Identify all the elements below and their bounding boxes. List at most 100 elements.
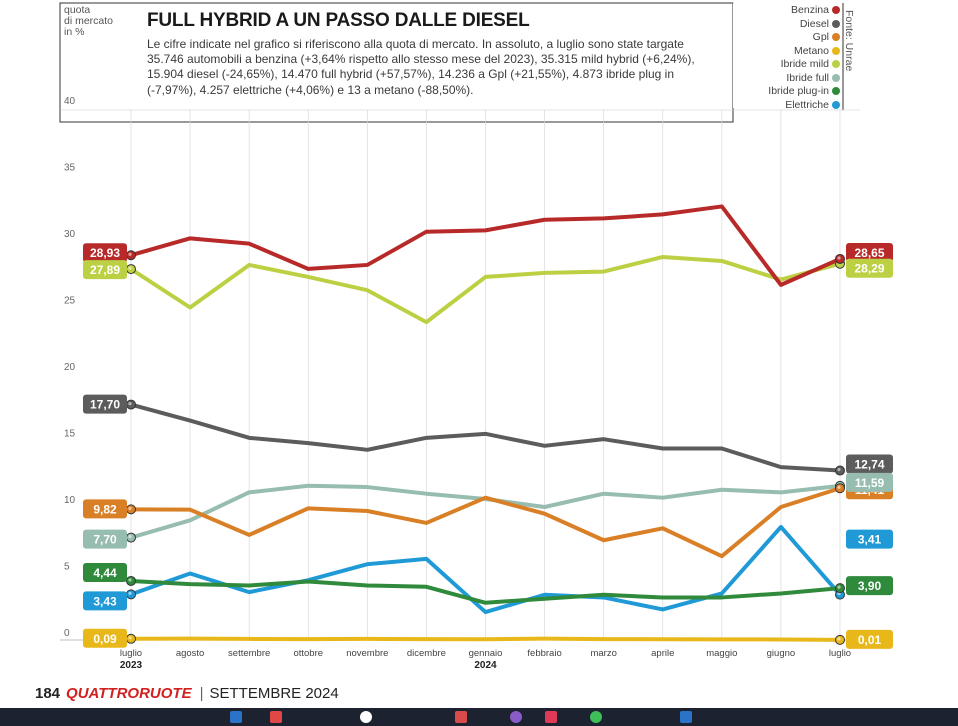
endpoint-highlight	[128, 266, 132, 270]
app-icon[interactable]	[590, 711, 602, 723]
value-label-end-metano: 0,01	[858, 633, 882, 647]
legend-swatch	[832, 46, 840, 55]
app-icon[interactable]	[270, 711, 282, 723]
chart-subtitle: Le cifre indicate nel grafico si riferis…	[147, 37, 695, 97]
chart-title: FULL HYBRID A UN PASSO DALLE DIESEL	[147, 10, 530, 31]
legend-item-metano: Metano	[768, 45, 840, 59]
page-footer: 184 QUATTRORUOTE | SETTEMBRE 2024	[35, 685, 339, 702]
value-label-box-end	[846, 242, 893, 262]
value-label-box-end	[846, 454, 893, 474]
y-tick-label: 20	[64, 362, 76, 373]
value-label-box-start	[83, 628, 127, 648]
taskbar	[0, 708, 958, 726]
app-icon[interactable]	[230, 711, 242, 723]
legend-swatch	[832, 87, 840, 95]
value-label-start-elettriche: 3,43	[93, 594, 117, 608]
y-tick-label: 30	[64, 229, 76, 240]
endpoint-highlight	[128, 636, 132, 640]
source-note: Fonte: Unrae	[843, 10, 855, 72]
value-label-box-start	[83, 394, 127, 414]
legend-panel	[733, 3, 843, 108]
endpoint-highlight	[837, 637, 841, 641]
value-label-box-start	[83, 562, 127, 582]
app-icon[interactable]	[510, 711, 522, 723]
value-label-box-end	[846, 576, 893, 596]
y-axis-title: quota di mercato in %	[64, 4, 114, 38]
x-tick-label: luglio	[829, 648, 851, 659]
value-label-end-ibride-plug-in: 3,90	[858, 579, 882, 593]
endpoint-highlight	[837, 256, 841, 260]
x-tick-label: agosto	[176, 648, 205, 659]
y-tick-label: 15	[64, 429, 76, 440]
endpoint-highlight	[128, 401, 132, 406]
value-label-start-metano: 0,09	[93, 632, 117, 646]
x-tick-label: giugno	[767, 648, 796, 659]
value-label-box-end	[846, 529, 893, 549]
legend-item-ibride-plug-in: Ibride plug-in	[768, 85, 840, 99]
legend-item-diesel: Diesel	[768, 18, 840, 32]
value-label-end-ibride-mild: 28,29	[854, 262, 884, 276]
legend-swatch	[832, 60, 840, 68]
series-line-gpl	[129, 486, 842, 559]
endpoint-highlight	[128, 591, 132, 595]
legend-item-gpl: Gpl	[768, 31, 840, 45]
value-label-start-ibride-plug-in: 4,44	[93, 566, 117, 580]
y-tick-label: 25	[64, 296, 76, 307]
series-line-diesel	[129, 402, 842, 473]
legend-item-elettriche: Elettriche	[768, 99, 840, 113]
magazine-logo: QUATTRORUOTE	[66, 685, 192, 702]
app-icon[interactable]	[680, 711, 692, 723]
legend-swatch	[832, 100, 840, 109]
x-tick-label: febbraio	[527, 648, 561, 659]
legend-item-ibride-mild: Ibride mild	[768, 58, 840, 72]
series-line-elettriche	[129, 524, 842, 615]
x-tick-label: gennaio	[469, 648, 503, 659]
legend-swatch	[832, 19, 840, 28]
x-tick-label: novembre	[346, 648, 388, 659]
value-label-start-diesel: 17,70	[90, 398, 120, 412]
app-icon[interactable]	[455, 711, 467, 723]
value-label-box-start	[83, 243, 127, 263]
series-line-metano	[129, 636, 842, 642]
legend-swatch	[832, 73, 840, 82]
value-label-box-end	[846, 629, 893, 649]
issue-date: SETTEMBRE 2024	[209, 685, 339, 702]
value-label-box-end	[846, 472, 893, 492]
y-tick-label: 40	[64, 96, 76, 107]
value-label-box-end	[846, 258, 893, 278]
legend-item-benzina: Benzina	[768, 4, 840, 18]
app-icon[interactable]	[360, 711, 372, 723]
endpoint-highlight	[837, 467, 841, 472]
value-label-end-elettriche: 3,41	[858, 533, 882, 547]
year-label: 2023	[120, 660, 143, 671]
endpoint-highlight	[128, 578, 132, 582]
x-tick-label: ottobre	[293, 648, 323, 659]
value-label-box-start	[83, 260, 127, 280]
x-tick-label: dicembre	[407, 648, 446, 659]
value-label-end-benzina: 28,65	[854, 246, 884, 260]
header-frame	[59, 2, 734, 123]
value-label-end-diesel: 12,74	[854, 458, 884, 472]
value-label-box-start	[83, 499, 127, 519]
endpoint-highlight	[128, 252, 132, 256]
x-tick-label: aprile	[651, 648, 674, 659]
series-line-benzina	[129, 204, 842, 287]
app-icon[interactable]	[545, 711, 557, 723]
value-label-box-start	[83, 591, 127, 611]
page-number: 184	[35, 685, 61, 702]
legend: Benzina Diesel Gpl Metano Ibride mild Ib…	[768, 4, 840, 112]
y-tick-label: 35	[64, 163, 76, 174]
y-tick-label: 10	[64, 495, 76, 506]
value-label-box-start	[83, 529, 127, 549]
endpoint-highlight	[128, 506, 132, 510]
y-tick-label: 5	[64, 562, 70, 573]
value-label-start-benzina: 28,93	[90, 246, 120, 260]
value-label-end-ibride-full: 11,59	[855, 476, 885, 490]
legend-swatch	[832, 6, 840, 14]
value-label-start-ibride-mild: 27,89	[90, 263, 120, 277]
x-tick-label: settembre	[228, 648, 270, 659]
legend-swatch	[832, 33, 840, 41]
endpoint-highlight	[128, 534, 132, 539]
